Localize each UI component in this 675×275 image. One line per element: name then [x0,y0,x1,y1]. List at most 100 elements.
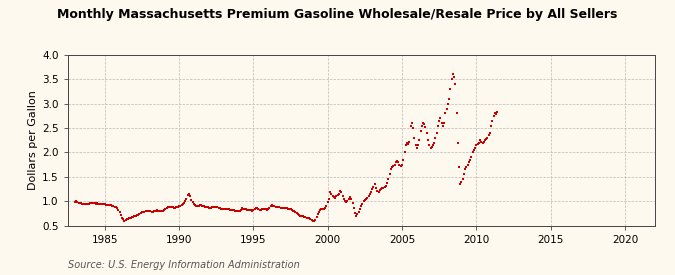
Point [108,204,119,208]
Point [331,194,342,199]
Point [372,189,383,194]
Point [99,202,110,206]
Point [178,201,188,206]
Point [209,205,219,209]
Point [288,209,298,213]
Point [175,203,186,208]
Point [491,112,502,117]
Point [304,216,315,220]
Point [215,206,225,211]
Point [333,192,344,196]
Point [74,201,85,205]
Point [378,185,389,190]
Point [367,187,378,191]
Point [109,204,120,209]
Point [371,185,381,190]
Point [209,205,220,210]
Point [364,192,375,196]
Point [326,192,337,196]
Point [384,172,395,177]
Point [268,203,279,208]
Point [93,201,104,206]
Point [442,101,453,106]
Point [185,194,196,199]
Text: Source: U.S. Energy Information Administration: Source: U.S. Energy Information Administ… [68,260,299,270]
Point [409,136,420,140]
Point [102,202,113,207]
Point [283,207,294,211]
Point [476,139,487,144]
Point [221,207,232,212]
Point [487,119,497,123]
Point [388,164,399,168]
Point [277,206,288,211]
Point [445,87,456,91]
Point [427,143,438,147]
Point [314,210,325,214]
Point [153,209,163,213]
Point [421,131,432,135]
Point [81,202,92,206]
Point [246,208,256,213]
Point [200,204,211,209]
Point [84,201,95,205]
Point [82,202,92,206]
Point [249,207,260,212]
Point [488,114,499,118]
Point [402,141,412,145]
Point [279,206,290,211]
Point [111,206,122,211]
Point [464,160,475,164]
Point [136,210,147,214]
Point [281,206,292,210]
Point [311,214,322,219]
Point [344,195,355,199]
Point [148,210,159,214]
Point [479,138,490,142]
Point [222,207,233,212]
Point [206,206,217,211]
Point [472,141,483,146]
Point [237,206,248,211]
Point [461,165,472,169]
Point [362,196,373,200]
Point [354,207,365,212]
Point [430,136,441,140]
Point [256,207,267,212]
Point [145,209,156,214]
Point [294,213,304,217]
Point [424,143,435,147]
Point [357,201,368,206]
Point [473,141,484,145]
Point [271,204,282,209]
Point [475,138,485,142]
Point [219,207,230,212]
Point [460,167,470,172]
Point [98,202,109,206]
Point [95,201,105,206]
Point [105,203,116,207]
Point [437,123,448,128]
Point [86,201,97,205]
Point [172,205,183,209]
Point [178,200,189,205]
Point [471,143,482,147]
Point [342,199,353,203]
Point [375,187,386,191]
Point [317,207,328,211]
Point [275,206,286,210]
Point [306,218,317,222]
Point [393,160,404,164]
Point [332,193,343,197]
Point [308,218,319,223]
Point [169,206,180,210]
Point [416,123,427,128]
Point [368,184,379,189]
Point [141,209,152,213]
Point [230,209,240,213]
Point [115,213,126,217]
Point [373,190,384,195]
Point [335,189,346,194]
Point [211,205,221,209]
Point [97,202,107,206]
